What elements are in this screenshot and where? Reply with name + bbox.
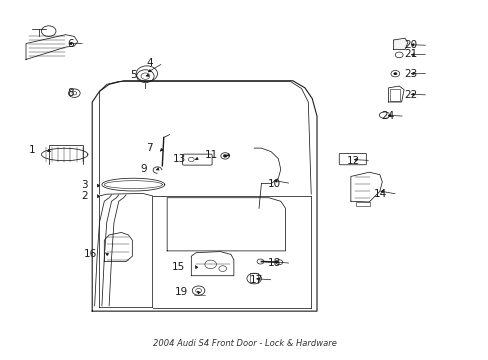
Text: 1: 1 — [29, 145, 36, 155]
Text: 14: 14 — [373, 189, 386, 199]
Text: 19: 19 — [174, 287, 187, 297]
Text: 11: 11 — [204, 150, 218, 160]
Text: 13: 13 — [173, 154, 186, 164]
Text: 22: 22 — [404, 90, 417, 100]
Text: 15: 15 — [172, 262, 185, 272]
Circle shape — [393, 72, 396, 75]
Text: 16: 16 — [83, 249, 97, 260]
Text: 5: 5 — [130, 71, 137, 80]
Text: 7: 7 — [146, 143, 152, 153]
Text: 3: 3 — [81, 180, 87, 190]
Text: 2: 2 — [81, 191, 87, 201]
Text: 9: 9 — [140, 165, 146, 174]
Text: 18: 18 — [267, 258, 280, 268]
Text: 24: 24 — [380, 111, 393, 121]
Text: 10: 10 — [267, 179, 280, 189]
Polygon shape — [393, 40, 404, 48]
Text: 4: 4 — [146, 58, 152, 68]
Text: 2004 Audi S4 Front Door - Lock & Hardware: 2004 Audi S4 Front Door - Lock & Hardwar… — [152, 339, 336, 348]
Text: 8: 8 — [67, 88, 74, 98]
Text: 23: 23 — [404, 69, 417, 79]
Text: 12: 12 — [346, 156, 360, 166]
Text: 21: 21 — [404, 49, 417, 59]
Circle shape — [223, 154, 226, 157]
Text: 6: 6 — [67, 39, 74, 49]
Text: 20: 20 — [404, 40, 417, 50]
Text: 17: 17 — [249, 275, 263, 285]
